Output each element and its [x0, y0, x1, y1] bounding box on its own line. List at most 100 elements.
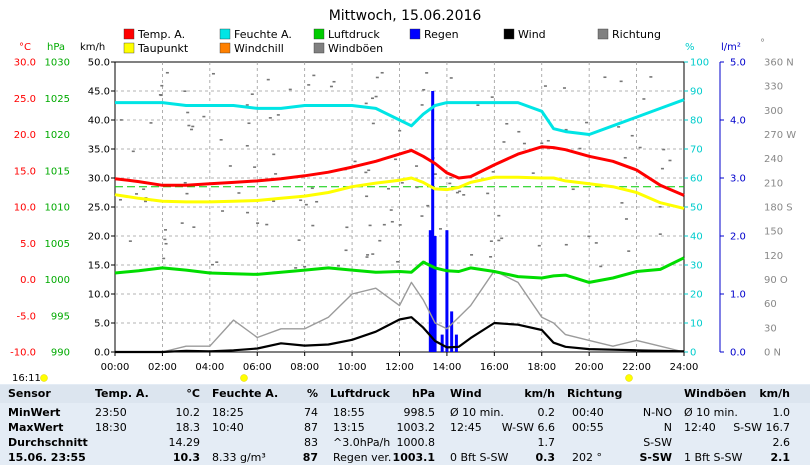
direction-point	[630, 134, 634, 137]
direction-point	[500, 237, 504, 240]
table-cell: 18.3	[175, 421, 201, 434]
direction-point	[265, 223, 269, 226]
direction-point	[658, 206, 662, 208]
rain-tick-label: 0.0	[730, 348, 746, 359]
table-cell: 10.2	[175, 406, 201, 419]
direction-point	[186, 111, 190, 114]
table-cell: ^3.0hPa/h	[333, 436, 391, 449]
table-cell: 1003.2	[396, 421, 436, 434]
legend-swatch	[597, 28, 609, 40]
direction-point	[517, 130, 521, 133]
series-line-feuchte-a	[115, 98, 685, 136]
legend-swatch	[313, 28, 325, 40]
table-cell: N	[663, 421, 672, 434]
direction-point	[274, 173, 278, 175]
direction-point	[502, 141, 506, 143]
rain-bar	[445, 230, 449, 352]
direction-point	[564, 128, 568, 131]
table-cell: 0.2	[537, 406, 556, 419]
direction-point	[433, 173, 437, 175]
direction-point	[396, 260, 400, 263]
direction-point	[336, 265, 340, 267]
direction-point	[135, 193, 139, 195]
direction-point	[662, 148, 666, 151]
direction-point	[237, 192, 241, 194]
direction-point	[303, 265, 307, 268]
direction-point	[497, 239, 501, 242]
direction-point	[422, 88, 426, 91]
time-tick-label: 22:00	[622, 362, 651, 373]
rain-unit-label: l/m²	[721, 42, 741, 53]
series-line-taupunkt	[114, 175, 685, 210]
table-cell: 1 Bft S-SW	[684, 451, 743, 464]
direction-point	[247, 122, 251, 125]
direction-tick-label: 360 N	[764, 58, 794, 69]
direction-point	[571, 188, 575, 191]
direction-point	[131, 150, 135, 153]
time-tick-label: 14:00	[433, 362, 462, 373]
wind-tick-label: 25.0	[88, 203, 110, 214]
humidity-tick-label: 0	[690, 348, 696, 359]
direction-point	[522, 142, 526, 145]
legend-swatch	[313, 42, 325, 54]
table-cell: W-SW 6.6	[501, 421, 555, 434]
direction-point	[288, 88, 292, 91]
direction-point	[365, 256, 369, 258]
table-row: 15.06. 23:55 10.3 8.33 g/m³ 87 Regen ver. 100…	[0, 450, 810, 465]
rain-bar	[431, 91, 435, 352]
pressure-unit-label: hPa	[47, 42, 65, 53]
rain-bar	[433, 236, 437, 352]
direction-point	[210, 263, 214, 266]
time-tick-label: 04:00	[195, 362, 224, 373]
series-line-windb-en	[115, 270, 685, 353]
temp-tick-label: -10.0	[10, 348, 36, 359]
pressure-tick-label: 1005	[45, 239, 70, 250]
wind-tick-label: 5.0	[94, 319, 110, 330]
legend-label: Luftdruck	[328, 28, 380, 41]
direction-point	[345, 226, 349, 229]
humidity-tick-label: 80	[690, 116, 703, 127]
direction-point	[425, 72, 429, 74]
direction-tick-label: 270 W	[764, 130, 796, 141]
direction-point	[228, 165, 232, 167]
wind-tick-label: 0.0	[94, 348, 110, 359]
direction-point	[304, 203, 308, 206]
header-pressure-unit: hPa	[411, 387, 435, 400]
table-cell: 74	[304, 406, 318, 419]
table-cell: 13:15	[333, 421, 365, 434]
direction-point	[368, 224, 372, 227]
temp-tick-label: 25.0	[14, 94, 36, 105]
direction-point	[658, 233, 662, 235]
legend-label: Taupunkt	[137, 42, 189, 55]
direction-point	[603, 76, 607, 79]
direction-point	[272, 200, 276, 203]
rain-bars	[428, 91, 458, 352]
direction-point	[310, 187, 314, 190]
direction-point	[578, 147, 582, 150]
direction-point	[164, 242, 168, 245]
direction-point	[371, 122, 375, 125]
direction-point	[546, 139, 550, 142]
wind-tick-label: 35.0	[88, 145, 110, 156]
time-tick-label: 16:00	[480, 362, 509, 373]
direction-point	[142, 188, 146, 191]
direction-point	[256, 222, 260, 224]
wind-tick-label: 40.0	[88, 116, 110, 127]
rain-tick-label: 1.0	[730, 290, 746, 301]
table-cell: 2.6	[772, 436, 791, 449]
header-humidity: Feuchte A.	[212, 387, 279, 400]
direction-point	[187, 124, 191, 127]
direction-point	[394, 158, 398, 161]
humidity-tick-label: 40	[690, 232, 703, 243]
table-cell: 8.33 g/m³	[212, 451, 266, 464]
time-tick-label: 10:00	[338, 362, 367, 373]
direction-point	[449, 176, 453, 179]
temp-tick-label: 5.0	[20, 239, 36, 250]
time-tick-label: 24:00	[670, 362, 699, 373]
legend-label: Wind	[518, 28, 546, 41]
time-tick-label: 02:00	[148, 362, 177, 373]
direction-point	[458, 190, 462, 193]
table-cell: 0 Bft S-SW	[450, 451, 509, 464]
direction-point	[353, 160, 357, 163]
legend-label: Richtung	[612, 28, 661, 41]
